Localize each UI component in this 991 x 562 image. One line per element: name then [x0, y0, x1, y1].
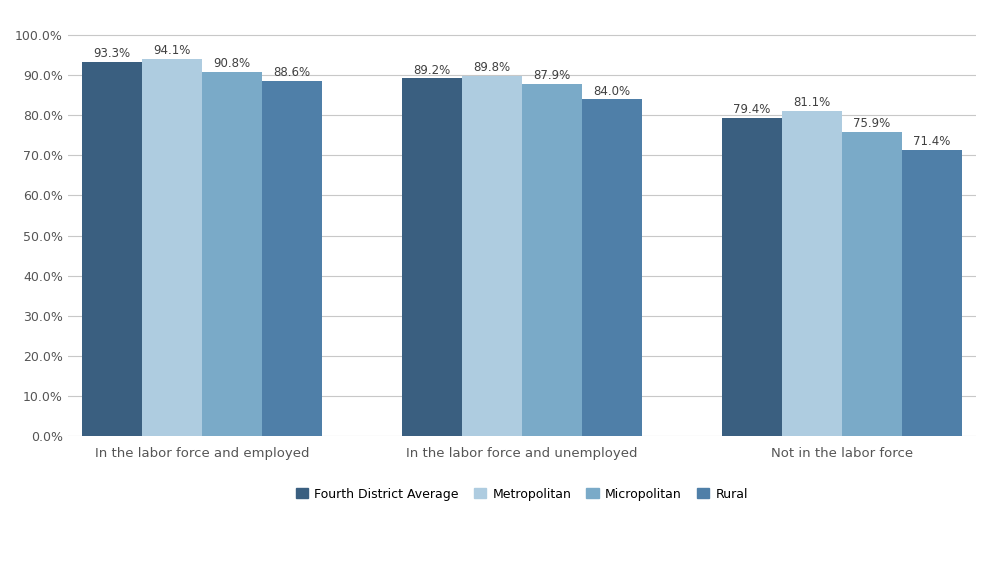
Text: 81.1%: 81.1%	[793, 96, 830, 109]
Bar	[82, 62, 142, 436]
Bar	[902, 149, 961, 436]
Bar	[462, 76, 522, 436]
Text: 79.4%: 79.4%	[733, 103, 770, 116]
Bar	[721, 117, 782, 436]
Bar	[522, 84, 582, 436]
Bar	[582, 99, 642, 436]
Text: 87.9%: 87.9%	[533, 69, 571, 82]
Text: 90.8%: 90.8%	[213, 57, 251, 70]
Bar	[142, 58, 202, 436]
Text: 75.9%: 75.9%	[853, 117, 890, 130]
Text: 89.8%: 89.8%	[474, 61, 510, 74]
Text: 84.0%: 84.0%	[594, 85, 630, 98]
Text: 89.2%: 89.2%	[413, 64, 451, 77]
Legend: Fourth District Average, Metropolitan, Micropolitan, Rural: Fourth District Average, Metropolitan, M…	[290, 483, 753, 506]
Bar	[782, 111, 841, 436]
Text: 88.6%: 88.6%	[274, 66, 310, 79]
Text: 93.3%: 93.3%	[93, 47, 131, 60]
Bar	[402, 78, 462, 436]
Bar	[262, 81, 322, 436]
Bar	[841, 132, 902, 436]
Text: 94.1%: 94.1%	[154, 44, 190, 57]
Bar	[202, 72, 262, 436]
Text: 71.4%: 71.4%	[913, 135, 950, 148]
